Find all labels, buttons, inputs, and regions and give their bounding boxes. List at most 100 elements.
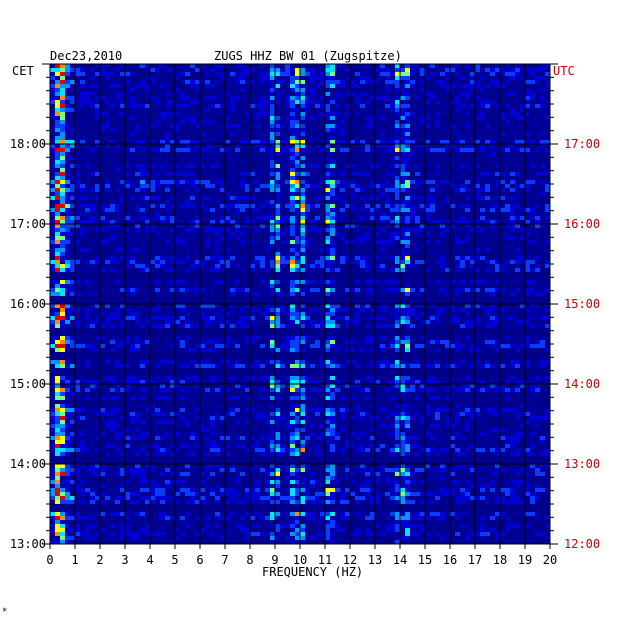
heatmap-cell (225, 252, 230, 256)
heatmap-cell (215, 384, 220, 388)
heatmap-cell (165, 312, 170, 316)
heatmap-cell (535, 312, 540, 316)
heatmap-cell (245, 252, 250, 256)
heatmap-cell (250, 252, 255, 256)
heatmap-cell (110, 260, 115, 264)
heatmap-cell (165, 236, 170, 240)
heatmap-cell (510, 244, 515, 248)
heatmap-cell (330, 212, 335, 216)
heatmap-cell (370, 304, 375, 308)
heatmap-cell (350, 196, 355, 200)
heatmap-cell (255, 324, 260, 328)
heatmap-cell (110, 228, 115, 232)
heatmap-cell (380, 184, 385, 188)
heatmap-cell (500, 124, 505, 128)
heatmap-cell (210, 228, 215, 232)
heatmap-cell (225, 116, 230, 120)
heatmap-cell (175, 92, 180, 96)
heatmap-cell (370, 92, 375, 96)
heatmap-cell (150, 100, 155, 104)
heatmap-cell (415, 316, 420, 320)
heatmap-cell (485, 200, 490, 204)
heatmap-cell (295, 268, 300, 272)
heatmap-cell (205, 208, 210, 212)
heatmap-cell (50, 200, 55, 204)
heatmap-cell (405, 316, 410, 320)
heatmap-cell (145, 348, 150, 352)
heatmap-cell (100, 128, 105, 132)
heatmap-cell (320, 348, 325, 352)
heatmap-cell (375, 136, 380, 140)
heatmap-cell (160, 204, 165, 208)
heatmap-cell (165, 80, 170, 84)
heatmap-cell (305, 212, 310, 216)
heatmap-cell (100, 152, 105, 156)
heatmap-cell (65, 188, 70, 192)
heatmap-cell (315, 228, 320, 232)
heatmap-cell (270, 148, 275, 152)
heatmap-cell (405, 256, 410, 260)
heatmap-cell (295, 232, 300, 236)
heatmap-cell (395, 100, 400, 104)
heatmap-cell (65, 268, 70, 272)
heatmap-cell (420, 80, 425, 84)
heatmap-cell (160, 228, 165, 232)
heatmap-cell (75, 256, 80, 260)
heatmap-cell (180, 204, 185, 208)
heatmap-cell (345, 184, 350, 188)
heatmap-cell (75, 72, 80, 76)
heatmap-cell (490, 140, 495, 144)
heatmap-cell (415, 108, 420, 112)
heatmap-cell (430, 212, 435, 216)
heatmap-cell (450, 364, 455, 368)
heatmap-cell (465, 248, 470, 252)
heatmap-cell (200, 260, 205, 264)
heatmap-cell (350, 172, 355, 176)
heatmap-cell (315, 108, 320, 112)
heatmap-cell (490, 80, 495, 84)
heatmap-cell (105, 68, 110, 72)
heatmap-cell (400, 184, 405, 188)
heatmap-cell (70, 192, 75, 196)
heatmap-cell (330, 64, 335, 68)
heatmap-cell (490, 128, 495, 132)
heatmap-cell (210, 152, 215, 156)
heatmap-cell (295, 80, 300, 84)
heatmap-cell (50, 84, 55, 88)
heatmap-cell (460, 92, 465, 96)
heatmap-cell (405, 280, 410, 284)
heatmap-cell (60, 272, 65, 276)
heatmap-cell (525, 256, 530, 260)
heatmap-cell (450, 384, 455, 388)
heatmap-cell (535, 80, 540, 84)
heatmap-cell (295, 92, 300, 96)
heatmap-cell (150, 268, 155, 272)
heatmap-cell (225, 384, 230, 388)
heatmap-cell (85, 84, 90, 88)
heatmap-cell (325, 172, 330, 176)
heatmap-cell (50, 360, 55, 364)
heatmap-cell (450, 84, 455, 88)
heatmap-cell (545, 152, 550, 156)
heatmap-cell (535, 112, 540, 116)
heatmap-cell (260, 180, 265, 184)
heatmap-cell (380, 160, 385, 164)
heatmap-cell (455, 104, 460, 108)
heatmap-cell (325, 100, 330, 104)
heatmap-cell (105, 108, 110, 112)
heatmap-cell (210, 224, 215, 228)
heatmap-cell (505, 304, 510, 308)
heatmap-cell (545, 216, 550, 220)
heatmap-cell (55, 220, 60, 224)
heatmap-cell (345, 104, 350, 108)
heatmap-cell (285, 340, 290, 344)
heatmap-cell (290, 200, 295, 204)
heatmap-cell (280, 220, 285, 224)
heatmap-cell (495, 212, 500, 216)
heatmap-cell (415, 216, 420, 220)
heatmap-cell (295, 188, 300, 192)
heatmap-cell (90, 148, 95, 152)
heatmap-cell (185, 180, 190, 184)
heatmap-cell (210, 96, 215, 100)
heatmap-cell (405, 80, 410, 84)
